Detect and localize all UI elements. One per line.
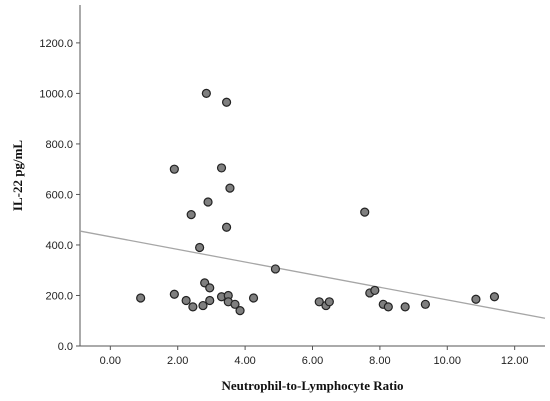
data-point (324, 297, 334, 307)
y-tick-label: 800.0 (45, 139, 73, 151)
data-point (221, 222, 232, 232)
data-point (195, 242, 205, 253)
x-tick-label: 2.00 (167, 355, 188, 367)
data-point (205, 283, 215, 293)
y-tick-label: 1000.0 (39, 88, 73, 100)
x-axis-ticks: 0.00 2.00 4.00 6.00 8.00 10.00 12.00 (100, 346, 529, 367)
data-point (169, 289, 179, 299)
plot-area: 0.0 200.0 400.0 600.0 800.0 1000.0 1200.0 0.00… (39, 5, 546, 367)
data-point (370, 285, 380, 296)
data-point (205, 295, 215, 306)
y-tick-label: 400.0 (45, 240, 73, 252)
x-axis-title: Neutrophil-to-Lymphocyte Ratio (221, 378, 403, 393)
data-point (136, 293, 146, 303)
data-point (230, 299, 240, 309)
data-point (216, 163, 227, 173)
data-point (203, 197, 213, 207)
fit-line (79, 230, 546, 319)
data-point (198, 300, 208, 311)
data-point (489, 292, 500, 302)
x-tick-label: 8.00 (369, 355, 390, 367)
x-tick-label: 0.00 (100, 355, 121, 367)
data-point (400, 302, 410, 312)
data-point (186, 210, 196, 220)
y-tick-label: 200.0 (45, 290, 73, 302)
data-point (181, 295, 191, 306)
x-tick-label: 10.00 (434, 355, 462, 367)
y-tick-label: 0.0 (58, 341, 73, 353)
y-tick-label: 1200.0 (39, 38, 73, 50)
data-points (136, 88, 500, 316)
data-point (471, 294, 481, 304)
x-tick-label: 4.00 (234, 355, 255, 367)
data-point (420, 299, 430, 309)
data-point (225, 183, 235, 193)
data-point (270, 264, 281, 274)
data-point (314, 297, 324, 307)
data-point (383, 302, 393, 312)
data-point (188, 302, 198, 312)
data-point (248, 293, 259, 303)
x-tick-label: 12.00 (501, 355, 529, 367)
data-point (201, 88, 211, 99)
y-tick-label: 600.0 (45, 189, 73, 201)
x-tick-label: 6.00 (302, 355, 323, 367)
y-axis-title: IL-22 pg/mL (10, 140, 25, 211)
data-point (360, 207, 370, 217)
data-point (169, 164, 179, 174)
y-axis-ticks: 0.0 200.0 400.0 600.0 800.0 1000.0 1200.0 (39, 38, 80, 353)
data-point (221, 97, 232, 107)
data-point (235, 306, 245, 316)
